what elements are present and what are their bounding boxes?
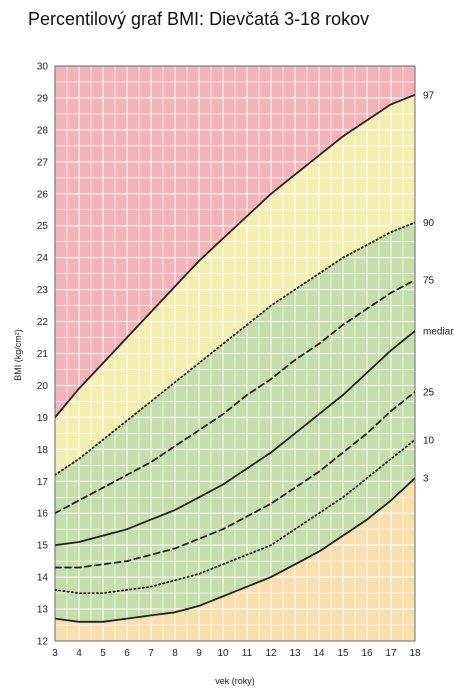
x-tick-label: 6 bbox=[124, 648, 130, 659]
y-tick-label: 29 bbox=[37, 93, 49, 104]
y-tick-label: 15 bbox=[37, 541, 49, 552]
x-tick-label: 13 bbox=[289, 648, 301, 659]
y-tick-label: 18 bbox=[37, 445, 49, 456]
curve-97 bbox=[55, 93, 415, 419]
y-tick-label: 13 bbox=[37, 605, 49, 616]
y-tick-label: 25 bbox=[37, 221, 49, 232]
y-tick-label: 26 bbox=[37, 189, 49, 200]
x-tick-label: 10 bbox=[217, 648, 229, 659]
y-tick-label: 27 bbox=[37, 157, 49, 168]
y-tick-label: 24 bbox=[37, 253, 49, 264]
curve-75 bbox=[55, 279, 415, 515]
curve-median bbox=[55, 330, 415, 547]
zone-0 bbox=[55, 66, 415, 418]
x-tick-label: 14 bbox=[313, 648, 325, 659]
y-tick-label: 20 bbox=[37, 381, 49, 392]
curve-25 bbox=[55, 390, 415, 569]
y-tick-label: 19 bbox=[37, 413, 49, 424]
percentile-label-3: 3 bbox=[423, 474, 429, 485]
percentile-label-97: 97 bbox=[423, 90, 435, 101]
x-tick-label: 15 bbox=[337, 648, 349, 659]
y-tick-label: 17 bbox=[37, 477, 49, 488]
curve-90 bbox=[55, 221, 415, 476]
x-tick-label: 16 bbox=[361, 648, 373, 659]
zone-3 bbox=[55, 478, 415, 641]
x-tick-label: 18 bbox=[409, 648, 421, 659]
y-tick-label: 30 bbox=[37, 62, 49, 73]
x-tick-label: 3 bbox=[52, 648, 58, 659]
percentile-label-median: median bbox=[423, 327, 454, 338]
y-axis-label: BMI (kg/cm²) bbox=[13, 329, 23, 381]
curve-3 bbox=[55, 477, 415, 623]
percentile-label-25: 25 bbox=[423, 387, 435, 398]
curve-10 bbox=[55, 438, 415, 594]
x-tick-label: 8 bbox=[172, 648, 178, 659]
percentile-label-90: 90 bbox=[423, 218, 435, 229]
y-tick-label: 16 bbox=[37, 509, 49, 520]
x-tick-label: 17 bbox=[385, 648, 397, 659]
percentile-label-10: 10 bbox=[423, 435, 435, 446]
y-tick-label: 12 bbox=[37, 637, 49, 648]
x-axis-label: vek (roky) bbox=[215, 676, 255, 686]
y-tick-label: 14 bbox=[37, 573, 49, 584]
percentile-label-75: 75 bbox=[423, 276, 435, 287]
x-tick-label: 9 bbox=[196, 648, 202, 659]
y-tick-label: 28 bbox=[37, 125, 49, 136]
y-tick-label: 23 bbox=[37, 285, 49, 296]
x-tick-label: 5 bbox=[100, 648, 106, 659]
x-tick-label: 12 bbox=[265, 648, 277, 659]
plot-border bbox=[54, 65, 416, 642]
page-title: Percentilový graf BMI: Dievčatá 3-18 rok… bbox=[28, 9, 370, 29]
y-tick-label: 22 bbox=[37, 317, 49, 328]
percentile-curves bbox=[55, 93, 415, 623]
axis-ticks: 3 4 5 6 7 8 9 10 11 12 13 14 15 16 17 18 12 13 14 15 16 17 18 1… bbox=[37, 62, 421, 660]
x-tick-label: 4 bbox=[76, 648, 82, 659]
y-tick-label: 21 bbox=[37, 349, 49, 360]
percentile-labels: 97 90 75 median 25 10 3 bbox=[423, 90, 454, 484]
chart-grid bbox=[55, 66, 415, 641]
x-tick-label: 7 bbox=[148, 648, 154, 659]
x-tick-label: 11 bbox=[242, 648, 253, 659]
